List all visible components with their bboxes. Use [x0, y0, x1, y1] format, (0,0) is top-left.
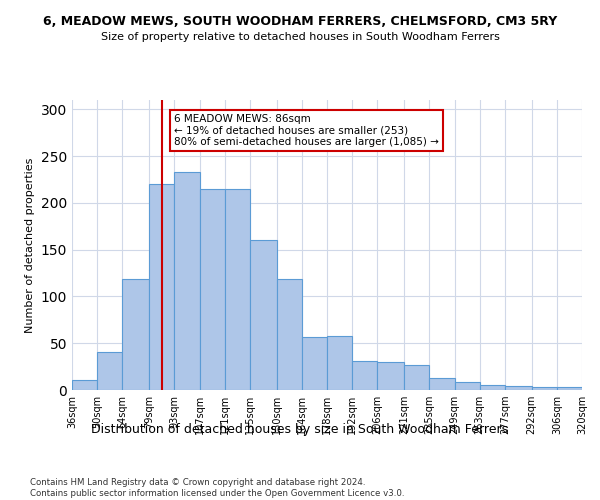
Bar: [505, 386, 532, 390]
Bar: [532, 387, 557, 390]
Text: 6 MEADOW MEWS: 86sqm
← 19% of detached houses are smaller (253)
80% of semi-deta: 6 MEADOW MEWS: 86sqm ← 19% of detached h…: [175, 114, 439, 147]
Bar: [377, 362, 404, 390]
Bar: [175, 172, 199, 390]
Bar: [327, 336, 352, 390]
Bar: [250, 240, 277, 390]
Bar: [479, 386, 505, 390]
Text: Size of property relative to detached houses in South Woodham Ferrers: Size of property relative to detached ho…: [101, 32, 499, 42]
Text: 6, MEADOW MEWS, SOUTH WOODHAM FERRERS, CHELMSFORD, CM3 5RY: 6, MEADOW MEWS, SOUTH WOODHAM FERRERS, C…: [43, 15, 557, 28]
Bar: [224, 189, 250, 390]
Bar: [455, 382, 479, 390]
Text: Contains HM Land Registry data © Crown copyright and database right 2024.
Contai: Contains HM Land Registry data © Crown c…: [30, 478, 404, 498]
Bar: [430, 378, 455, 390]
Bar: [557, 387, 582, 390]
Bar: [277, 278, 302, 390]
Bar: [149, 184, 175, 390]
Bar: [352, 361, 377, 390]
Y-axis label: Number of detached properties: Number of detached properties: [25, 158, 35, 332]
Bar: [404, 364, 430, 390]
Bar: [97, 352, 122, 390]
Bar: [72, 380, 97, 390]
Bar: [302, 336, 327, 390]
Bar: [122, 278, 149, 390]
Bar: [199, 189, 224, 390]
Text: Distribution of detached houses by size in South Woodham Ferrers: Distribution of detached houses by size …: [91, 422, 509, 436]
